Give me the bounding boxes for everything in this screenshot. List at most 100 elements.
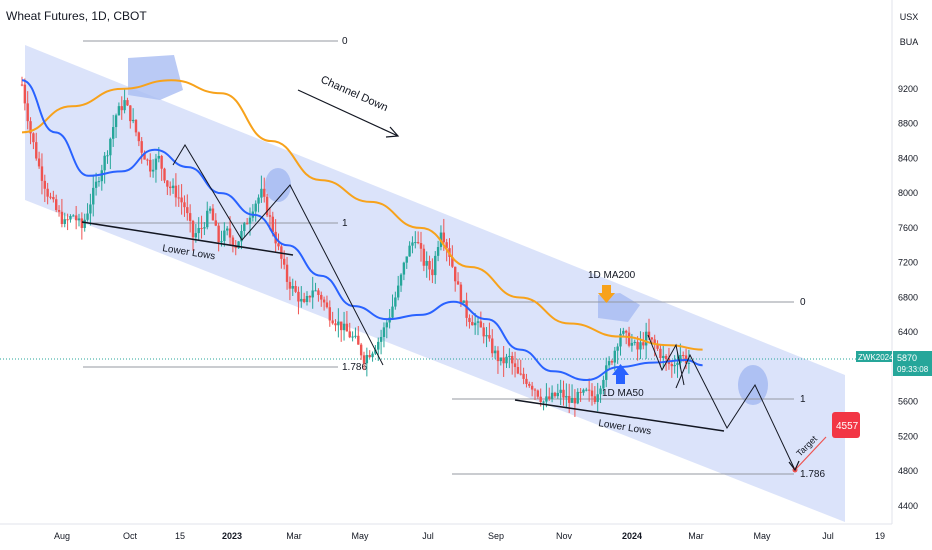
time-tick-label: Aug [54, 531, 70, 541]
candle-body [619, 333, 622, 347]
candle-body [465, 300, 468, 318]
candle-body [596, 394, 599, 402]
candle-body [385, 322, 388, 328]
time-tick-label: Sep [488, 531, 504, 541]
candle-body [254, 203, 257, 212]
currency-button[interactable]: USX [899, 12, 919, 22]
candle-body [405, 256, 408, 263]
price-tick-label: 7200 [898, 258, 918, 268]
candle-body [72, 215, 75, 217]
candle-body [642, 342, 645, 346]
candle-body [89, 204, 92, 214]
candle-body [186, 207, 189, 214]
candle-body [180, 197, 183, 203]
candle-body [40, 166, 44, 181]
candle-body [131, 119, 135, 122]
candle-body [687, 362, 691, 364]
target-line [794, 436, 827, 471]
time-tick-label: May [753, 531, 771, 541]
candle-body [214, 220, 217, 226]
candle-body [191, 220, 195, 238]
candle-body [203, 227, 206, 229]
candle-body [211, 208, 215, 221]
candle-body [320, 294, 323, 300]
candle-body [530, 385, 534, 390]
candle-body [288, 281, 292, 289]
time-tick-label: Oct [123, 531, 138, 541]
candle-body [513, 363, 517, 368]
time-tick-label: 2023 [222, 531, 242, 541]
candle-body [371, 353, 374, 358]
candle-body [414, 242, 417, 244]
ma50-label: 1D MA50 [602, 388, 644, 399]
candle-body [616, 346, 619, 351]
candle-body [394, 297, 397, 307]
candle-body [109, 138, 112, 156]
candle-body [103, 155, 106, 171]
candle-body [149, 159, 152, 172]
candle-body [223, 230, 226, 242]
candle-body [411, 242, 414, 246]
candle-body [431, 269, 434, 276]
candle-body [294, 286, 297, 292]
fib-label-top-left-1786: 1.786 [342, 362, 367, 373]
candle-body [271, 216, 274, 232]
candle-body [74, 215, 78, 221]
candle-body [348, 331, 351, 338]
time-axis[interactable]: Aug Oct 15 2023 Mar May Jul Sep Nov 2024 Mar May Jul… [54, 531, 885, 541]
candle-body [451, 256, 454, 267]
highlight-top-left [128, 55, 183, 100]
candle-body [382, 327, 386, 337]
unit-button[interactable]: BUA [899, 37, 919, 47]
candle-body [174, 185, 178, 198]
candle-body [568, 395, 571, 403]
candle-body [140, 141, 143, 153]
fib-label-right-1: 1 [800, 394, 806, 405]
price-tick-label: 4800 [898, 466, 918, 476]
candle-body [357, 335, 360, 345]
candle-body [23, 84, 27, 104]
candle-body [607, 361, 611, 366]
fib-label-top-left-1: 1 [342, 218, 348, 229]
candle-body [625, 330, 628, 333]
price-tick-label: 8800 [898, 119, 918, 129]
price-tick-label: 5200 [898, 431, 918, 441]
candle-body [52, 197, 55, 200]
candle-body [35, 142, 38, 159]
candle-body [656, 344, 659, 349]
candle-body [550, 392, 554, 399]
candle-body [134, 119, 138, 133]
candle-body [362, 355, 366, 364]
ticker-price: 5870 [897, 353, 917, 363]
candle-body [377, 341, 380, 350]
swing-lines-left [172, 144, 384, 366]
candle-body [268, 215, 272, 217]
candle-body [605, 365, 608, 380]
candle-body [137, 132, 141, 142]
price-axis[interactable]: 4400480052005600600064006800720076008000… [898, 84, 918, 511]
candle-body [342, 323, 346, 331]
highlight-circle-left [265, 168, 291, 202]
candle-body [302, 298, 306, 303]
candle-body [519, 373, 522, 375]
time-tick-label: 15 [175, 531, 185, 541]
candle-body [160, 155, 163, 169]
ma200-label: 1D MA200 [588, 270, 636, 281]
candle-body [647, 331, 651, 338]
candle-body [553, 392, 557, 397]
time-tick-label: Jul [422, 531, 434, 541]
fib-label-right-1786: 1.786 [800, 469, 825, 480]
price-tick-label: 9200 [898, 84, 918, 94]
candle-body [217, 225, 220, 243]
lower-lows-line-left [81, 221, 294, 256]
candle-body [311, 290, 314, 298]
candle-body [243, 223, 246, 231]
candle-body [562, 389, 565, 398]
channel-down-arrow-line [297, 89, 399, 137]
candle-body [482, 327, 485, 337]
price-tick-label: 5600 [898, 397, 918, 407]
candle-body [545, 396, 548, 402]
candle-body [633, 341, 636, 343]
candle-body [650, 337, 654, 340]
